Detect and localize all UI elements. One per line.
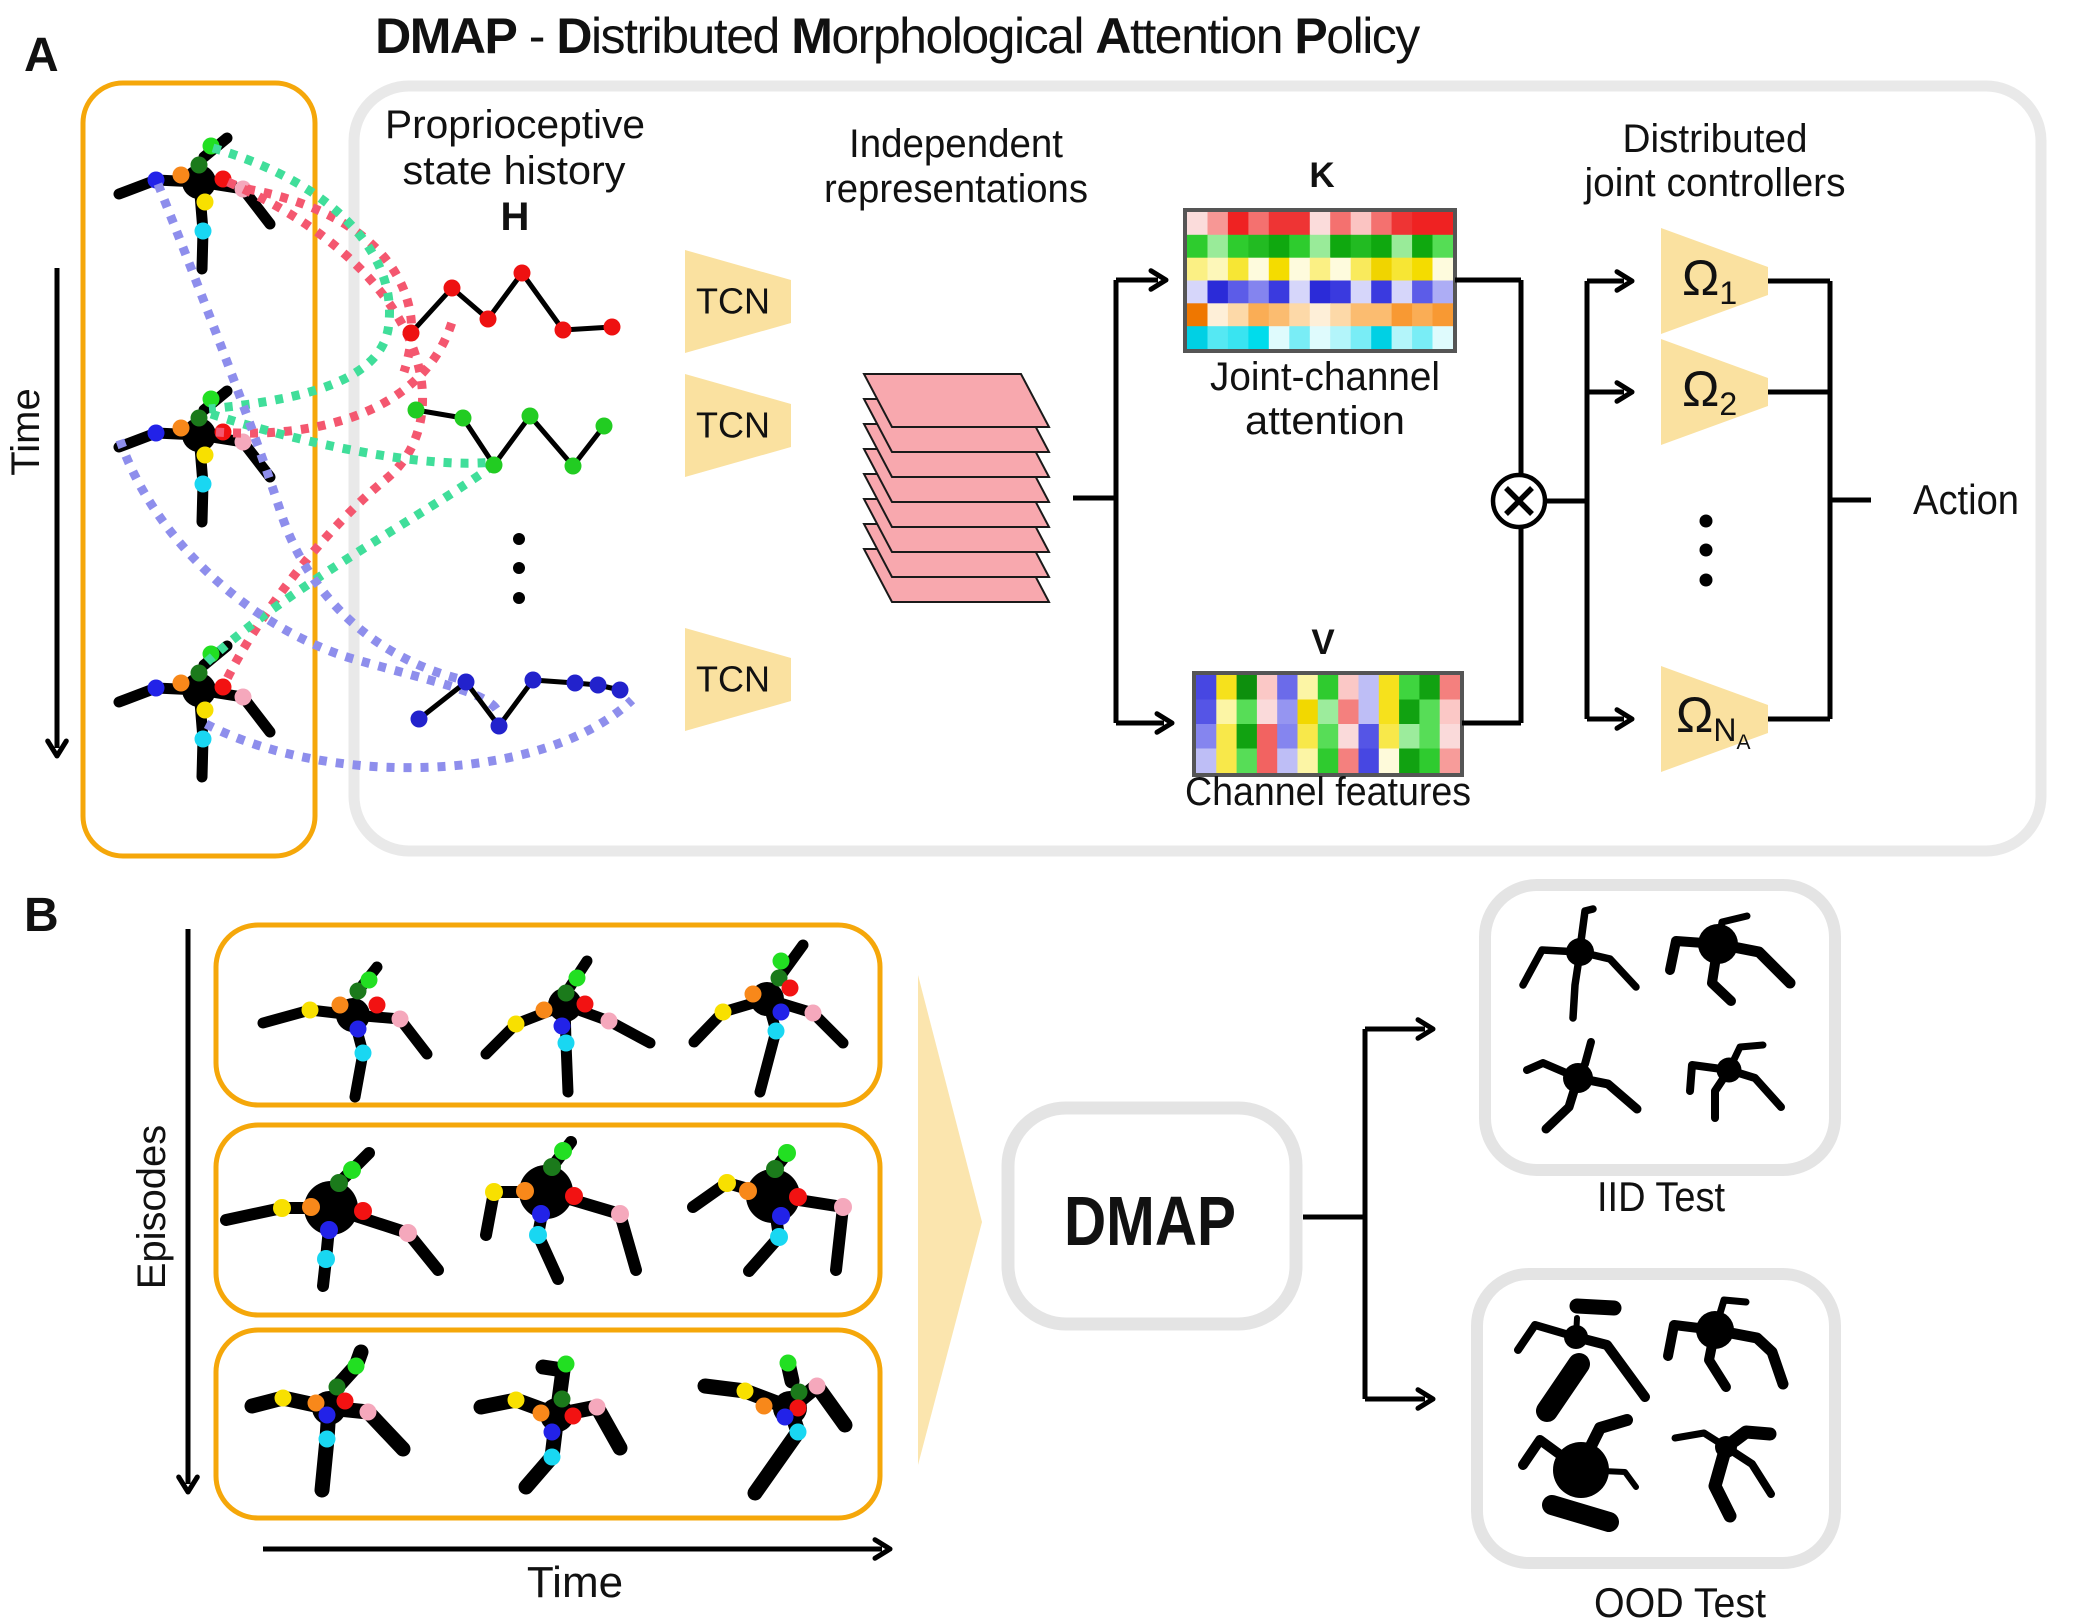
svg-text:Time: Time xyxy=(527,1558,623,1607)
svg-text:H: H xyxy=(501,195,530,239)
svg-text:DMAP - Distributed Morphologic: DMAP - Distributed Morphological Attenti… xyxy=(375,8,1420,64)
svg-text:Distributed: Distributed xyxy=(1623,117,1808,161)
svg-text:representations: representations xyxy=(824,167,1088,211)
svg-text:OOD Test: OOD Test xyxy=(1594,1579,1766,1624)
svg-text:Joint-channel: Joint-channel xyxy=(1210,355,1440,399)
svg-text:TCN: TCN xyxy=(696,405,770,446)
svg-text:Episodes: Episodes xyxy=(130,1125,174,1290)
svg-text:Proprioceptive: Proprioceptive xyxy=(385,103,645,147)
svg-text:Independent: Independent xyxy=(849,122,1063,166)
svg-text:TCN: TCN xyxy=(696,659,770,700)
svg-text:B: B xyxy=(24,889,59,942)
svg-text:TCN: TCN xyxy=(696,281,770,322)
svg-text:state history: state history xyxy=(403,149,626,193)
svg-text:Time: Time xyxy=(4,388,48,475)
svg-text:DMAP: DMAP xyxy=(1064,1182,1236,1260)
svg-text:K: K xyxy=(1309,156,1334,195)
svg-text:attention: attention xyxy=(1245,399,1405,443)
svg-text:A: A xyxy=(24,29,59,82)
svg-text:Action: Action xyxy=(1913,476,2019,523)
svg-text:Channel features: Channel features xyxy=(1185,770,1471,814)
svg-text:joint controllers: joint controllers xyxy=(1584,161,1846,205)
svg-text:IID Test: IID Test xyxy=(1597,1173,1725,1220)
svg-text:V: V xyxy=(1311,623,1335,662)
